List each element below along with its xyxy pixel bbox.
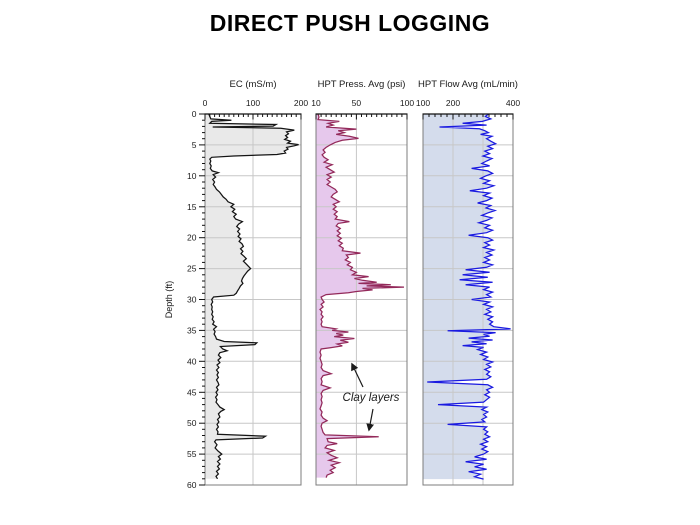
ec-x-tick-label: 0 (203, 98, 208, 108)
depth-tick-label: 5 (192, 140, 197, 150)
depth-tick-label: 15 (187, 202, 197, 212)
clay-layers-label: Clay layers (343, 392, 400, 404)
clay-layers-arrow (351, 362, 364, 388)
hpt-flow-area-fill (423, 114, 511, 480)
depth-tick-label: 0 (192, 109, 197, 119)
ec-panel-title: EC (mS/m) (230, 79, 277, 90)
page-title: DIRECT PUSH LOGGING (209, 10, 491, 36)
depth-tick-label: 35 (187, 325, 197, 335)
hpt-press-panel-title: HPT Press. Avg (psi) (318, 79, 406, 90)
depth-tick-label: 20 (187, 233, 197, 243)
hpt-flow-curve (427, 114, 511, 480)
hpt-flow-panel-title: HPT Flow Avg (mL/min) (418, 79, 518, 90)
hpt-press-x-tick-label: 50 (352, 98, 362, 108)
clay-layers-arrow (366, 408, 374, 432)
depth-tick-label: 30 (187, 295, 197, 305)
depth-tick-label: 45 (187, 387, 197, 397)
ec-area-fill (205, 114, 299, 479)
hpt-press-x-tick-label: 10 (311, 98, 321, 108)
hpt-press-curve (317, 114, 405, 478)
depth-tick-label: 40 (187, 356, 197, 366)
hpt-flow-x-tick-label: 100 (416, 98, 430, 108)
hpt-press-x-tick-label: 100 (400, 98, 414, 108)
depth-tick-label: 25 (187, 264, 197, 274)
hpt-flow-x-tick-label: 400 (506, 98, 520, 108)
depth-tick-label: 50 (187, 418, 197, 428)
hpt-flow-x-tick-label: 200 (446, 98, 460, 108)
depth-tick-label: 55 (187, 449, 197, 459)
depth-tick-label: 10 (187, 171, 197, 181)
hpt-press-area-fill (316, 114, 404, 478)
ec-curve (208, 114, 299, 480)
depth-axis-title: Depth (ft) (164, 281, 174, 319)
depth-tick-label: 60 (187, 480, 197, 490)
ec-x-tick-label: 200 (294, 98, 308, 108)
ec-x-tick-label: 100 (246, 98, 260, 108)
